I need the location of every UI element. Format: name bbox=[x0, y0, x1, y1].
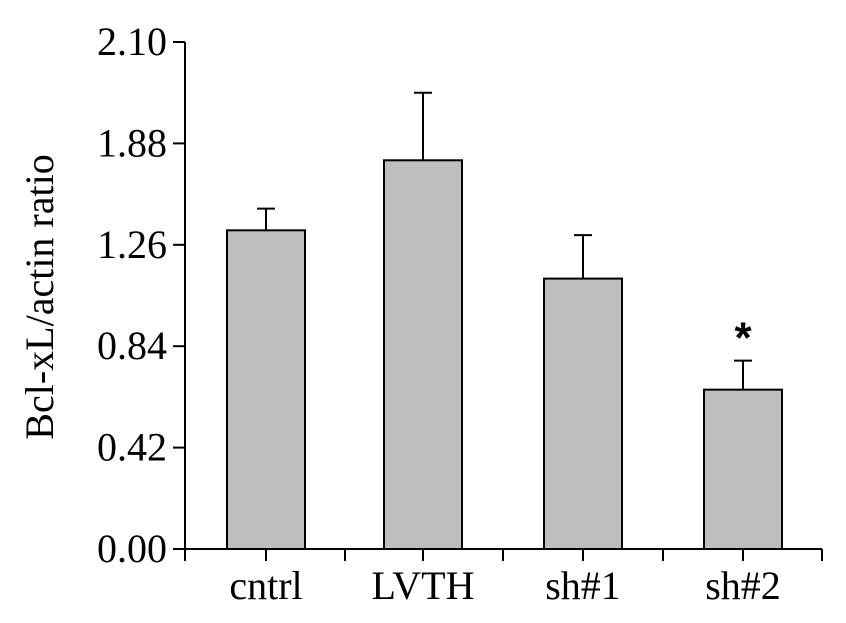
x-tick-label: sh#1 bbox=[545, 563, 621, 608]
bar bbox=[543, 277, 623, 550]
error-bars-group bbox=[257, 91, 752, 390]
y-tick-label: 0.84 bbox=[97, 323, 167, 368]
y-tick-label: 2.10 bbox=[97, 19, 167, 64]
y-tick-label: 1.88 bbox=[97, 120, 167, 165]
x-tick-label: LVTH bbox=[372, 563, 475, 608]
y-tick-label: 1.26 bbox=[97, 222, 167, 267]
y-tick-label: 0.42 bbox=[97, 425, 167, 470]
y-tick-label: 0.00 bbox=[97, 526, 167, 571]
bar bbox=[703, 388, 783, 550]
y-ticks-group: 0.00 0.42 0.84 1.26 1.88 2.10 bbox=[97, 19, 185, 571]
bars-group bbox=[226, 159, 783, 551]
significance-asterisk: * bbox=[734, 314, 752, 363]
annotations-group: * bbox=[734, 314, 752, 363]
bar bbox=[226, 229, 306, 550]
x-ticks-group: cntrl LVTH sh#1 sh#2 bbox=[229, 549, 823, 608]
x-tick-label: cntrl bbox=[229, 563, 302, 608]
y-axis-title: Bcl-xL/actin ratio bbox=[17, 154, 62, 439]
bar bbox=[383, 159, 463, 551]
x-tick-label: sh#2 bbox=[705, 563, 781, 608]
